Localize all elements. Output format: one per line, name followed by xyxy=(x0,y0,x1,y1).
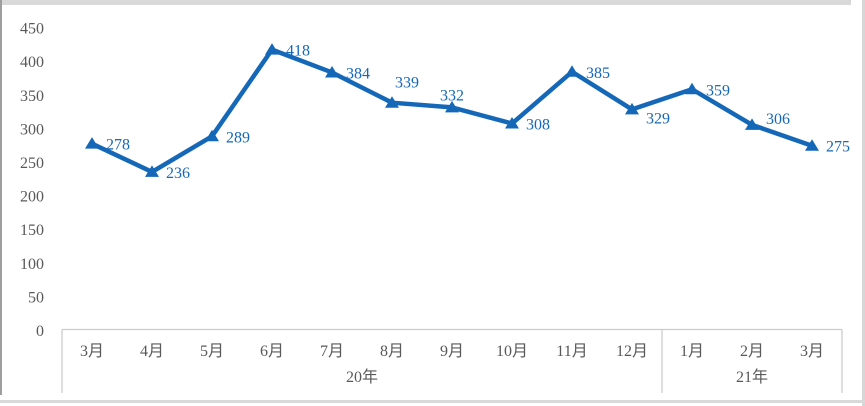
y-axis-tick-label: 200 xyxy=(20,189,44,206)
data-label: 278 xyxy=(106,137,130,154)
data-point-marker xyxy=(385,96,399,108)
data-label: 385 xyxy=(586,65,610,82)
year-label: 20年 xyxy=(346,368,378,386)
data-label: 332 xyxy=(440,87,464,104)
month-label: 9月 xyxy=(440,343,464,360)
data-point-marker xyxy=(685,82,699,95)
data-point-marker xyxy=(805,139,819,151)
data-label: 236 xyxy=(166,165,190,182)
frame-bottom-border xyxy=(0,400,865,403)
month-label: 1月 xyxy=(680,343,704,360)
frame-top-border xyxy=(0,0,851,5)
month-label: 7月 xyxy=(320,343,344,360)
data-point-marker xyxy=(445,100,459,113)
data-label: 289 xyxy=(226,129,250,146)
month-label: 3月 xyxy=(80,343,104,360)
y-axis-tick-label: 350 xyxy=(20,88,44,105)
y-axis-tick-label: 450 xyxy=(20,21,44,38)
data-label: 384 xyxy=(346,65,370,82)
month-label: 11月 xyxy=(556,343,587,360)
data-label: 418 xyxy=(286,43,310,60)
frame-left-border xyxy=(0,0,2,395)
month-label: 12月 xyxy=(616,343,648,360)
y-axis-tick-label: 50 xyxy=(28,289,44,306)
month-label: 2月 xyxy=(740,343,764,360)
month-label: 6月 xyxy=(260,343,284,360)
month-label: 10月 xyxy=(496,343,528,360)
data-point-marker xyxy=(145,165,159,177)
data-label: 275 xyxy=(826,139,850,156)
data-label: 308 xyxy=(526,117,550,134)
data-label: 339 xyxy=(395,75,419,92)
month-label: 3月 xyxy=(800,343,824,360)
y-axis-tick-label: 150 xyxy=(20,222,44,239)
y-axis-tick-label: 0 xyxy=(36,323,44,340)
data-point-marker xyxy=(745,118,759,130)
data-label: 359 xyxy=(706,82,730,99)
y-axis-tick-label: 250 xyxy=(20,155,44,172)
y-axis-tick-label: 400 xyxy=(20,54,44,71)
month-label: 8月 xyxy=(380,343,404,360)
data-point-marker xyxy=(565,65,579,77)
data-label: 306 xyxy=(766,111,790,128)
data-label: 329 xyxy=(646,110,670,127)
frame-right-border xyxy=(862,0,865,406)
year-label: 21年 xyxy=(736,368,768,386)
data-point-marker xyxy=(625,102,639,115)
data-point-marker xyxy=(205,129,219,142)
data-point-marker xyxy=(85,137,99,149)
data-point-marker xyxy=(505,117,519,129)
month-label: 5月 xyxy=(200,343,224,360)
data-point-marker xyxy=(265,43,279,55)
y-axis-tick-label: 100 xyxy=(20,256,44,273)
month-label: 4月 xyxy=(140,343,164,360)
y-axis-tick-label: 300 xyxy=(20,121,44,138)
data-point-marker xyxy=(325,65,339,78)
